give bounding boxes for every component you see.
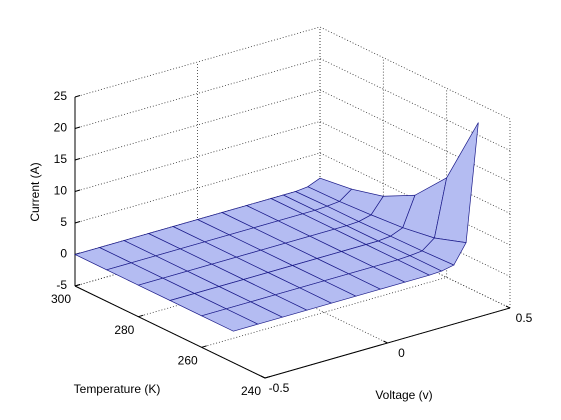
z-tick-label: 20 xyxy=(54,121,68,135)
y-tick-label: 240 xyxy=(241,384,261,398)
x-tick-label: 0 xyxy=(398,346,405,360)
z-tick-label: 5 xyxy=(60,215,67,229)
y-axis xyxy=(74,285,266,379)
tick-mark xyxy=(74,95,81,98)
z-tick-label: -5 xyxy=(56,278,67,292)
y-tick-label: 260 xyxy=(178,354,198,368)
grid-line xyxy=(74,26,511,120)
y-tick-label: 300 xyxy=(51,292,71,306)
z-tick-label: 15 xyxy=(54,152,68,166)
tick-mark xyxy=(74,284,81,287)
x-tick-label: 0.5 xyxy=(516,311,533,325)
x-axis-title: Voltage (v) xyxy=(375,388,432,402)
grid-line xyxy=(74,152,511,246)
tick-mark xyxy=(74,158,81,161)
z-tick-label: 10 xyxy=(54,184,68,198)
grid-line xyxy=(74,58,511,151)
z-tick-label: 0 xyxy=(60,247,67,261)
tick-mark xyxy=(505,305,511,309)
y-axis-title: Temperature (K) xyxy=(74,382,161,396)
surface-face xyxy=(200,308,259,332)
z-tick-label: 25 xyxy=(54,89,68,103)
tick-mark xyxy=(201,345,207,348)
tick-mark xyxy=(383,340,388,344)
z-axis-title: Current (A) xyxy=(28,162,42,221)
tick-mark xyxy=(264,376,271,379)
grid-line xyxy=(201,276,447,348)
x-tick-label: -0.5 xyxy=(269,381,290,395)
y-tick-label: 280 xyxy=(114,323,134,337)
tick-mark xyxy=(74,189,81,192)
tick-mark xyxy=(74,126,81,129)
grid-line xyxy=(74,121,511,214)
tick-mark xyxy=(138,314,144,318)
tick-mark xyxy=(260,375,266,379)
tick-mark xyxy=(74,221,81,224)
grid-line xyxy=(74,89,511,183)
